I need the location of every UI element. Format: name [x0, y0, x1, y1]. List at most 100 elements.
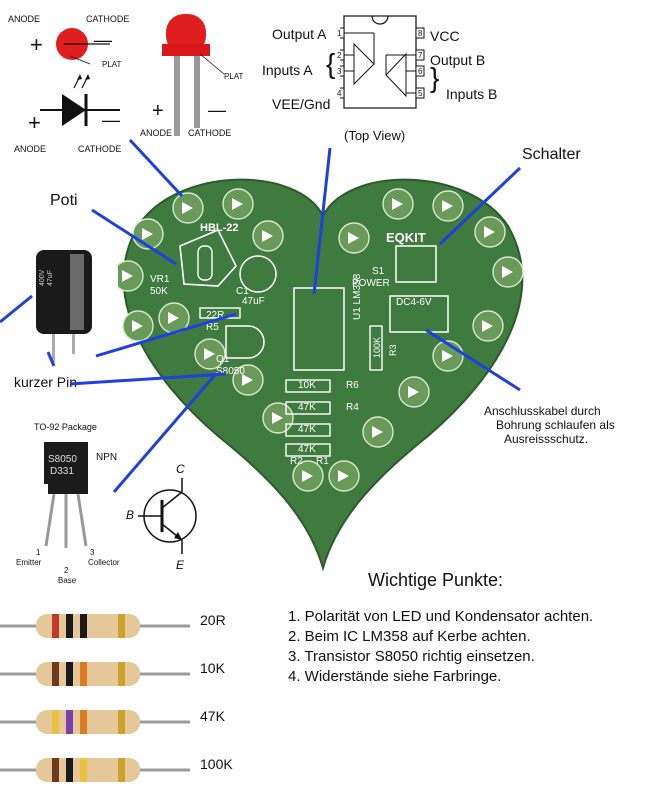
transistor-marking-2: D331 [50, 466, 74, 477]
led-plus-sign-top: + [30, 32, 43, 57]
transistor-package-label: TO-92 Package [34, 422, 97, 432]
transistor-pin2-num: 2 [64, 566, 69, 575]
schalter-label: Schalter [522, 146, 581, 163]
resistor-band [118, 614, 125, 638]
resistor-icon [0, 614, 190, 638]
resistor-row-20r: 20R [0, 600, 260, 650]
led-pad-diode-mark [182, 202, 193, 214]
led-side-plat-label: PLAT [224, 72, 244, 81]
pcb-dc: DC4-6V [396, 297, 432, 308]
led-side-plus: + [152, 100, 164, 122]
pcb-47k-r1: 47K [298, 424, 316, 435]
opamp-output-a: Output A [272, 26, 327, 42]
resistor-band [118, 758, 125, 782]
notes-title: Wichtige Punkte: [368, 570, 504, 590]
kurzer-pin-label: kurzer Pin - [14, 374, 86, 390]
led-pad-diode-mark [242, 374, 253, 386]
pcb-22r: 22R [206, 310, 225, 321]
capacitor-icon: 400V 47uF [36, 250, 92, 362]
led-pad-diode-mark [372, 426, 383, 438]
transistor-marking-1: S8050 [48, 454, 77, 465]
transistor-pin1-num: 1 [36, 548, 41, 557]
led-pad-diode-mark [338, 470, 349, 482]
resistor-label: 20R [200, 612, 226, 628]
pcb-100k: 100K [372, 336, 382, 358]
transistor-pin3-name: Collector [88, 558, 120, 567]
lm358-pinout-icon [340, 15, 425, 109]
pcb-50k: 50K [150, 286, 168, 297]
led-top-view-icon [56, 28, 110, 65]
opamp-brace-a: { [326, 48, 336, 79]
led-pad-diode-mark [272, 412, 283, 424]
resistor-body [36, 614, 140, 638]
resistor-body [36, 710, 140, 734]
resistor-band [66, 758, 73, 782]
led-side-view-icon [162, 14, 225, 136]
diode-anode-label: ANODE [14, 144, 47, 154]
opamp-pin-2: 2 [337, 51, 342, 60]
pcb-s1: S1 [372, 266, 385, 277]
resistor-band [52, 758, 59, 782]
opamp-vee-gnd: VEE/Gnd [272, 96, 331, 112]
resistor-band [80, 710, 87, 734]
led-pad-diode-mark [302, 470, 313, 482]
npn-symbol-icon [138, 478, 197, 554]
resistor-row-100k: 100K [0, 744, 260, 794]
opamp-pin-6: 6 [418, 67, 423, 76]
resistor-band [66, 710, 73, 734]
led-plat-label: PLAT [102, 60, 122, 69]
resistor-band [80, 614, 87, 638]
notes-item-1: 1. Polarität von LED und Kondensator ach… [288, 608, 594, 625]
anschluss-line-2: Bohrung schlaufen als [496, 418, 615, 432]
resistor-row-10k: 10K [0, 648, 260, 698]
pcb-10k: 10K [298, 380, 316, 391]
pcb-r1: R1 [316, 456, 329, 467]
resistor-band [80, 758, 87, 782]
to92-transistor-icon [44, 442, 88, 548]
resistor-band [118, 710, 125, 734]
svg-text:47uF: 47uF [47, 270, 54, 286]
opamp-brace-b: } [430, 62, 440, 93]
resistor-row-47k: 47K [0, 696, 260, 746]
resistor-color-codes: 20R 10K 47K 100K [0, 600, 260, 800]
resistor-icon [0, 710, 190, 734]
led-pad-diode-mark [122, 270, 133, 282]
led-cathode-label-top: CATHODE [86, 14, 130, 24]
led-pad-diode-mark [502, 266, 513, 278]
opamp-pin-8: 8 [418, 29, 423, 38]
pcb-47k-r4: 47K [298, 402, 316, 413]
led-pad-diode-mark [232, 198, 243, 210]
pcb-q1: Q1 [216, 354, 230, 365]
pcb-r4: R4 [346, 402, 359, 413]
pcb-c1: C1 [236, 286, 249, 297]
pcb-power: POWER [352, 278, 390, 289]
opamp-pin-5: 5 [418, 89, 423, 98]
opamp-pin-7: 7 [418, 51, 423, 60]
opamp-inputs-a: Inputs A [262, 62, 313, 78]
resistor-body [36, 758, 140, 782]
npn-c-label: C [176, 462, 185, 476]
led-side-minus: — [208, 100, 226, 120]
opamp-pin-1: 1 [337, 29, 342, 38]
resistor-body [36, 662, 140, 686]
diode-symbol-icon [40, 74, 120, 126]
notes-item-2: 2. Beim IC LM358 auf Kerbe achten. [288, 628, 531, 645]
resistor-icon [0, 758, 190, 782]
opamp-pin-3: 3 [337, 67, 342, 76]
pcb-r6: R6 [346, 380, 359, 391]
led-plus-sign-bottom: + [28, 110, 41, 135]
anschluss-line-1: Anschlusskabel durch [484, 404, 601, 418]
resistor-band [66, 662, 73, 686]
led-pad-diode-mark [408, 386, 419, 398]
opamp-vcc: VCC [430, 28, 460, 44]
opamp-pin-4: 4 [337, 89, 342, 98]
led-minus-sign-bottom: — [102, 110, 120, 130]
led-minus-sign-top: — [94, 30, 112, 50]
resistor-label: 100K [200, 756, 233, 772]
npn-e-label: E [176, 558, 185, 572]
resistor-band [118, 662, 125, 686]
led-pad-diode-mark [262, 230, 273, 242]
transistor-pin1-name: Emitter [16, 558, 42, 567]
led-anode-label-top: ANODE [8, 14, 41, 24]
notes-item-4: 4. Widerstände siehe Farbringe. [288, 668, 502, 685]
